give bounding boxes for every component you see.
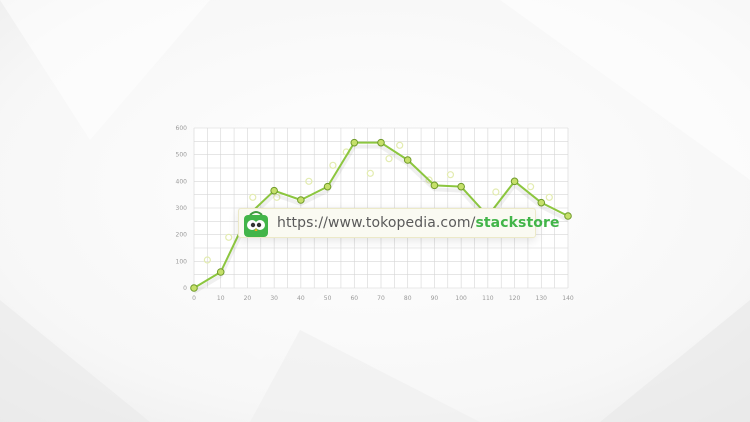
y-tick-label: 400 — [176, 178, 188, 185]
faint-data-point — [305, 177, 313, 185]
data-point — [430, 181, 439, 190]
y-tick-label: 600 — [176, 125, 188, 132]
faint-data-point — [492, 188, 500, 196]
url-banner[interactable]: https://www.tokopedia.com/stackstore — [238, 208, 559, 238]
x-tick-label: 30 — [270, 295, 278, 302]
faint-data-point — [366, 169, 374, 177]
faint-data-point — [249, 193, 257, 201]
y-tick-label: 500 — [176, 152, 188, 159]
data-point — [510, 177, 519, 186]
faint-data-point — [425, 176, 433, 184]
x-tick-label: 70 — [377, 295, 385, 302]
data-point — [537, 198, 546, 207]
x-tick-label: 50 — [324, 295, 332, 302]
faint-data-point — [329, 161, 337, 169]
x-tick-label: 10 — [217, 295, 225, 302]
data-point — [403, 156, 412, 164]
url-prefix: https://www.tokopedia.com/ — [277, 215, 476, 231]
x-tick-label: 110 — [482, 295, 494, 302]
faint-data-point — [203, 256, 211, 264]
y-tick-label: 300 — [176, 205, 188, 212]
x-tick-label: 40 — [297, 295, 305, 302]
x-tick-label: 90 — [431, 295, 439, 302]
faint-data-point — [446, 171, 455, 179]
x-tick-label: 80 — [404, 295, 412, 302]
faint-data-point — [273, 193, 281, 201]
x-tick-label: 120 — [509, 295, 521, 302]
y-tick-label: 100 — [176, 258, 188, 265]
x-tick-label: 140 — [562, 295, 574, 302]
x-tick-label: 130 — [536, 295, 548, 302]
data-point — [190, 284, 198, 292]
url-store-name: stackstore — [475, 215, 560, 231]
data-point — [350, 138, 359, 147]
faint-data-point — [526, 183, 535, 191]
data-point — [323, 182, 332, 191]
faint-data-point — [385, 155, 393, 163]
data-point — [216, 268, 225, 276]
data-point — [270, 186, 278, 195]
y-tick-label: 200 — [176, 232, 188, 239]
faint-data-point — [396, 141, 404, 149]
tokopedia-owl-icon — [244, 211, 268, 237]
x-tick-label: 20 — [244, 295, 252, 302]
x-tick-label: 100 — [455, 295, 467, 302]
data-point — [377, 138, 385, 147]
faint-data-point — [225, 233, 233, 241]
store-url[interactable]: https://www.tokopedia.com/stackstore — [277, 215, 560, 231]
data-point — [297, 196, 305, 204]
x-tick-label: 60 — [350, 295, 358, 302]
x-tick-label: 0 — [192, 295, 196, 302]
faint-data-point — [545, 193, 553, 201]
y-tick-label: 0 — [183, 285, 187, 292]
data-point — [457, 182, 465, 191]
data-point — [564, 212, 572, 220]
